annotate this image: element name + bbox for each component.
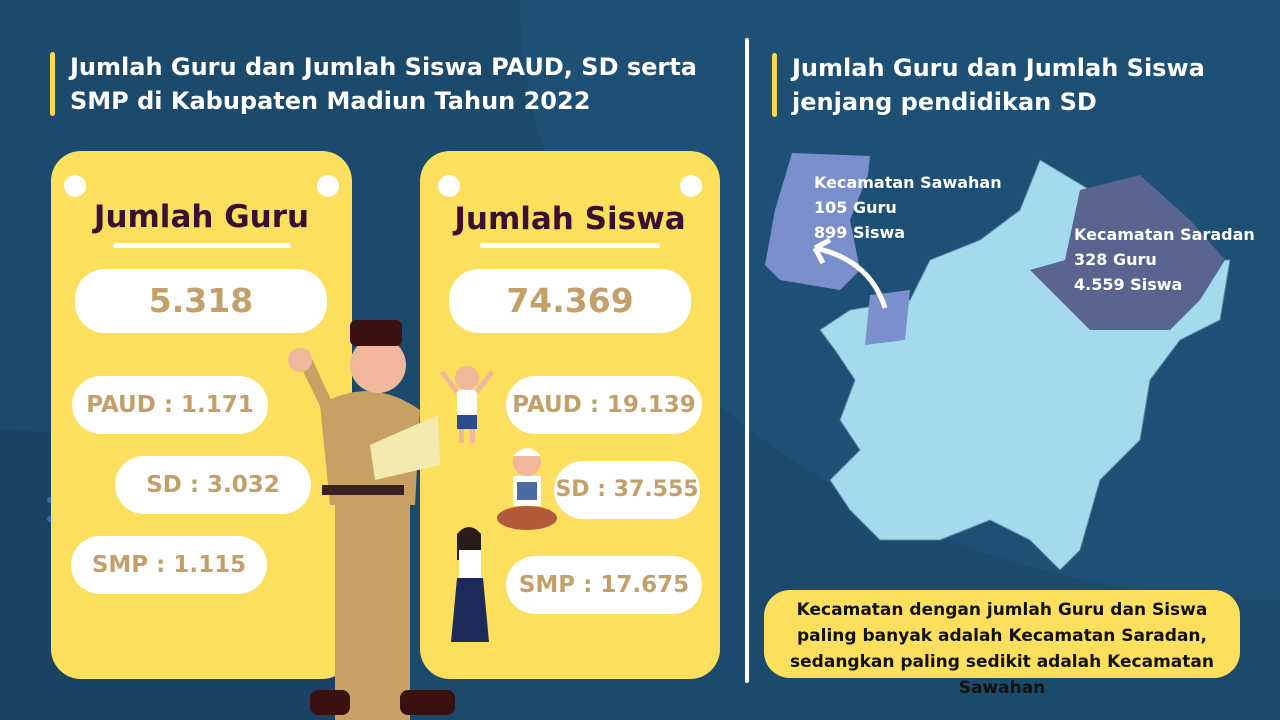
siswa-heading: Jumlah Siswa [454, 201, 686, 237]
guru-paud: PAUD : 1.171 [72, 376, 268, 434]
underline [480, 243, 660, 248]
guru-total: 5.318 [75, 269, 327, 333]
guru-heading: Jumlah Guru [93, 199, 310, 235]
siswa-sd: SD : 37.555 [554, 461, 700, 519]
guru-sd: SD : 3.032 [115, 456, 311, 514]
saradan-label: Kecamatan Saradan 328 Guru 4.559 Siswa [1074, 222, 1255, 297]
divider [745, 38, 749, 683]
card-hole [680, 175, 702, 197]
student-boy-illustration [440, 366, 494, 443]
arrow-icon [814, 245, 888, 309]
arrow-head [812, 237, 832, 265]
saradan-guru: 328 Guru [1074, 250, 1157, 269]
sawahan-siswa: 899 Siswa [814, 223, 906, 242]
student-reading-illustration [497, 448, 557, 530]
sawahan-guru: 105 Guru [814, 198, 897, 217]
student-girl-illustration [451, 527, 489, 642]
teacher-illustration [288, 320, 455, 720]
sawahan-label: Kecamatan Sawahan 105 Guru 899 Siswa [814, 170, 1002, 245]
card-hole [64, 175, 86, 197]
saradan-siswa: 4.559 Siswa [1074, 275, 1183, 294]
underline [113, 243, 291, 248]
guru-card: Jumlah Guru 5.318 PAUD : 1.171 SD : 3.03… [51, 151, 352, 679]
map-region-saradan [1030, 175, 1225, 330]
card-hole [317, 175, 339, 197]
siswa-smp: SMP : 17.675 [506, 556, 702, 614]
siswa-paud: PAUD : 19.139 [506, 376, 702, 434]
card-hole [438, 175, 460, 197]
madiun-map [765, 153, 1231, 570]
map-region-sawahan [765, 153, 910, 345]
guru-smp: SMP : 1.115 [71, 536, 267, 594]
siswa-total: 74.369 [449, 269, 691, 333]
left-title: Jumlah Guru dan Jumlah Siswa PAUD, SD se… [50, 50, 710, 118]
sawahan-name: Kecamatan Sawahan [814, 173, 1002, 192]
summary-note: Kecamatan dengan jumlah Guru dan Siswa p… [764, 590, 1240, 698]
saradan-name: Kecamatan Saradan [1074, 225, 1255, 244]
right-title: Jumlah Guru dan Jumlah Siswa jenjang pen… [772, 51, 1222, 119]
